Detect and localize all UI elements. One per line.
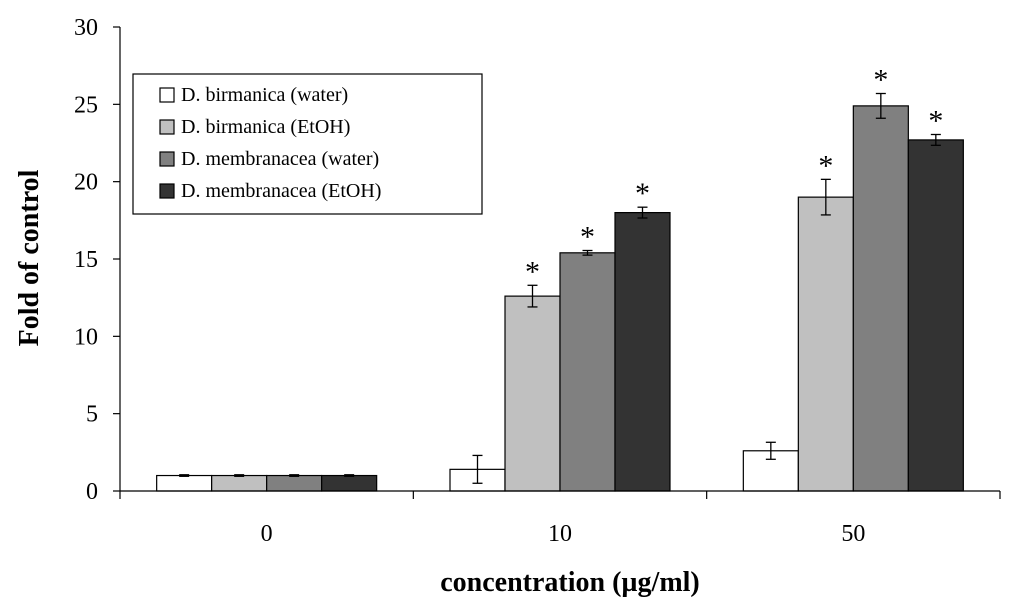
y-tick-label: 15 [74,247,98,273]
legend-label: D. membranacea (EtOH) [181,180,381,202]
legend-label: D. membranacea (water) [181,148,379,170]
legend-swatch [159,119,175,135]
x-tick-label: 50 [841,521,865,547]
y-tick-label: 10 [74,324,98,350]
y-tick-label: 0 [86,479,98,505]
legend-swatch [159,183,175,199]
bar [852,105,909,492]
significance-marker: * [580,220,595,253]
axes: 0 5 10 15 20 25 30 0 10 50 [74,15,1001,547]
bar [321,474,378,492]
bar [559,252,616,492]
legend: D. birmanica (water) D. birmanica (EtOH) D… [132,73,483,215]
bars: * * * * * * [156,64,964,492]
significance-marker: * [873,64,888,97]
bar [156,474,213,492]
bar [266,474,323,492]
legend-swatch [159,87,175,103]
y-tick-label: 30 [74,15,98,41]
x-tick-label: 10 [548,521,572,547]
legend-swatch [159,151,175,167]
bar [614,212,671,492]
x-axis-title: concentration (µg/ml) [440,567,700,598]
x-tick-label: 0 [261,521,273,547]
significance-marker: * [635,177,650,210]
y-tick-label: 5 [86,402,98,428]
legend-label: D. birmanica (EtOH) [181,116,350,138]
significance-marker: * [525,255,540,288]
bar [211,474,268,492]
legend-label: D. birmanica (water) [181,84,348,106]
bar [907,139,964,492]
y-axis-title: Fold of control [14,169,45,346]
significance-marker: * [818,149,833,182]
y-tick-label: 20 [74,170,98,196]
significance-marker: * [928,104,943,137]
bar [797,196,854,492]
bar [504,295,561,492]
y-tick-label: 25 [74,92,98,118]
legend-box [132,73,483,215]
